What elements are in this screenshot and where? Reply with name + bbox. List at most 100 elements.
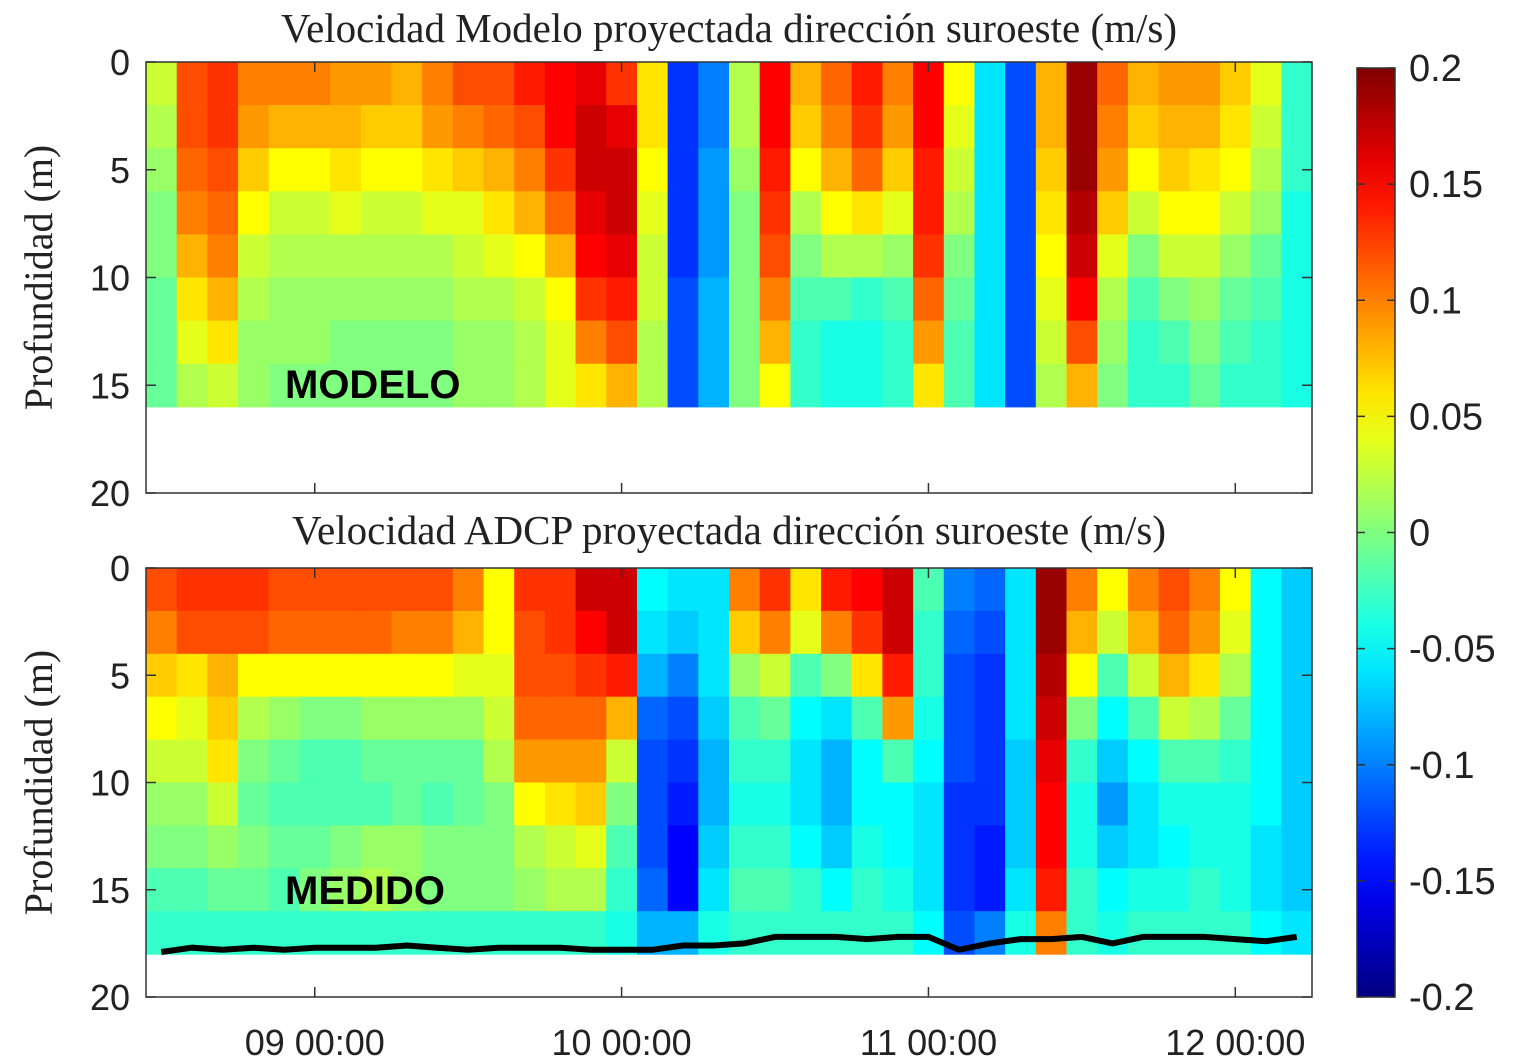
heat-cell	[1158, 62, 1190, 106]
heat-cell	[330, 696, 362, 741]
heat-cell	[268, 568, 301, 612]
heat-cell	[1066, 911, 1098, 955]
heat-cell	[667, 568, 699, 612]
heat-cell	[636, 234, 669, 279]
heat-cell	[759, 277, 791, 322]
heat-cell	[207, 62, 239, 106]
heat-cell	[1219, 696, 1252, 741]
heat-cell	[268, 363, 301, 408]
heat-cell	[1219, 782, 1252, 826]
heat-cell	[483, 610, 515, 655]
x-tick-label: 11 00:00	[860, 1022, 997, 1062]
heat-cell	[544, 653, 577, 698]
heat-cell	[1127, 653, 1160, 698]
heat-cell	[606, 320, 638, 365]
heat-cell	[1005, 696, 1037, 741]
heat-cell	[146, 277, 178, 322]
heat-cell	[1127, 568, 1160, 612]
colorbar-tick-label: 0.15	[1409, 164, 1483, 206]
heat-cell	[360, 191, 393, 235]
heat-cell	[606, 653, 638, 698]
heat-cell	[882, 568, 914, 612]
heat-cell	[698, 191, 730, 235]
heat-cell	[851, 234, 884, 279]
heat-cell	[1005, 234, 1037, 279]
heat-cell	[207, 234, 239, 279]
heat-cell	[821, 610, 853, 655]
heat-cell	[483, 363, 515, 408]
heat-cell	[636, 191, 669, 235]
heat-cell	[299, 739, 331, 784]
heat-cell	[790, 320, 822, 365]
heat-cell	[299, 277, 331, 322]
heat-cell	[667, 320, 699, 365]
heat-cell	[207, 653, 239, 698]
heat-cell	[851, 825, 884, 869]
heat-cell	[1219, 868, 1252, 912]
heat-cell	[1219, 148, 1252, 192]
heat-cell	[1281, 105, 1313, 149]
heat-cell	[483, 105, 515, 149]
heat-cell	[821, 105, 853, 149]
heat-cell	[1158, 782, 1190, 826]
heat-cell	[330, 825, 362, 869]
heat-cell	[483, 653, 515, 698]
x-tick-label: 12 00:00	[1165, 1022, 1305, 1062]
heat-cell	[882, 191, 914, 235]
heat-cell	[667, 739, 699, 784]
heat-cell	[790, 191, 822, 235]
heat-cell	[1005, 277, 1037, 322]
heat-cell	[146, 191, 178, 235]
heat-cell	[943, 191, 976, 235]
heat-cell	[1097, 696, 1129, 741]
heat-cell	[851, 911, 884, 955]
heat-cell	[238, 277, 270, 322]
heat-cell	[176, 653, 208, 698]
heat-cell	[1127, 363, 1160, 408]
heat-cell	[514, 234, 546, 279]
heat-cell	[422, 105, 454, 149]
heat-cell	[606, 739, 638, 784]
heat-cell	[238, 868, 270, 912]
heat-cell	[667, 653, 699, 698]
heat-cell	[1158, 868, 1190, 912]
heat-cell	[207, 148, 239, 192]
heat-cell	[176, 782, 208, 826]
heat-cell	[1189, 191, 1221, 235]
heat-cell	[1035, 610, 1068, 655]
heat-cell	[391, 148, 423, 192]
heat-cell	[1097, 653, 1129, 698]
heat-cell	[821, 782, 853, 826]
heat-cell	[943, 868, 976, 912]
heat-cell	[759, 363, 791, 408]
heat-cell	[391, 696, 423, 741]
heat-cell	[238, 696, 270, 741]
heat-cell	[729, 62, 761, 106]
y-tick-label: 10	[90, 763, 130, 804]
heat-cell	[1066, 868, 1098, 912]
heat-cell	[514, 696, 546, 741]
heat-cell	[330, 148, 362, 192]
heat-cell	[544, 696, 577, 741]
y-tick-label: 0	[110, 42, 130, 83]
heat-cell	[514, 782, 546, 826]
heat-cell	[1066, 363, 1098, 408]
heat-cell	[146, 234, 178, 279]
heat-cell	[299, 610, 331, 655]
heat-cell	[1219, 739, 1252, 784]
heat-cell	[759, 62, 791, 106]
heat-cell	[1097, 320, 1129, 365]
heat-cell	[360, 696, 393, 741]
heat-cell	[1035, 911, 1068, 955]
heat-cell	[882, 277, 914, 322]
heat-cell	[698, 62, 730, 106]
heat-cell	[1189, 320, 1221, 365]
heat-cell	[1097, 62, 1129, 106]
heat-cell	[1219, 191, 1252, 235]
heat-cell	[146, 62, 178, 106]
heat-cell	[176, 105, 208, 149]
heat-cell	[1158, 568, 1190, 612]
heat-cell	[821, 191, 853, 235]
heat-cell	[452, 277, 485, 322]
heat-cell	[943, 739, 976, 784]
